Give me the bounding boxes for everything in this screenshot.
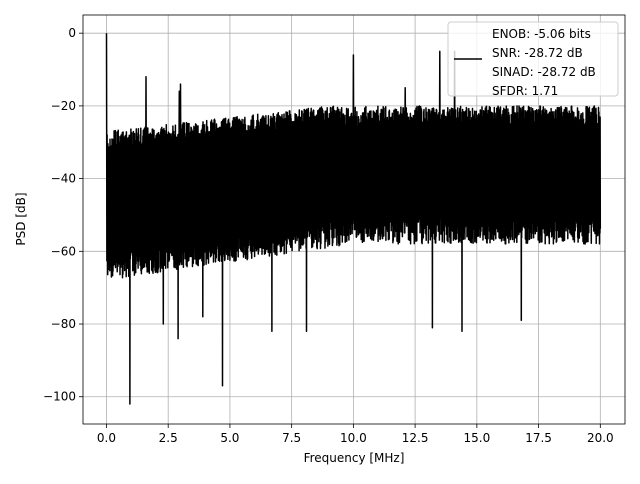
x-tick-label: 15.0: [463, 431, 490, 445]
y-ticks: 0 −20 −40 −60 −80 −100: [43, 26, 83, 404]
x-tick-label: 2.5: [159, 431, 178, 445]
x-ticks: 0.0 2.5 5.0 7.5 10.0 12.5 15.0 17.5 20.0: [97, 424, 614, 445]
x-tick-label: 10.0: [340, 431, 367, 445]
legend-line: SFDR: 1.71: [492, 84, 558, 98]
y-tick-label: −100: [43, 390, 76, 404]
x-axis-label: Frequency [MHz]: [304, 451, 405, 465]
y-tick-label: −20: [51, 99, 76, 113]
psd-line: [105, 33, 602, 405]
legend-line: ENOB: -5.06 bits: [492, 27, 591, 41]
x-tick-label: 20.0: [587, 431, 614, 445]
legend-line: SINAD: -28.72 dB: [492, 65, 596, 79]
y-tick-label: −80: [51, 317, 76, 331]
x-tick-label: 0.0: [97, 431, 116, 445]
legend-label: ENOB: -5.06 bits SNR: -28.72 dB SINAD: -28…: [492, 27, 596, 98]
y-axis-label: PSD [dB]: [14, 192, 28, 245]
x-tick-label: 17.5: [525, 431, 552, 445]
legend: ENOB: -5.06 bits SNR: -28.72 dB SINAD: -28…: [447, 21, 619, 98]
y-tick-label: −40: [51, 172, 76, 186]
legend-line: SNR: -28.72 dB: [492, 46, 583, 60]
x-tick-label: 7.5: [282, 431, 301, 445]
y-tick-label: −60: [51, 244, 76, 258]
x-tick-label: 5.0: [220, 431, 239, 445]
plot-frame: [82, 14, 626, 425]
y-tick-label: 0: [68, 26, 76, 40]
x-tick-label: 12.5: [402, 431, 429, 445]
legend-box: [447, 21, 619, 97]
